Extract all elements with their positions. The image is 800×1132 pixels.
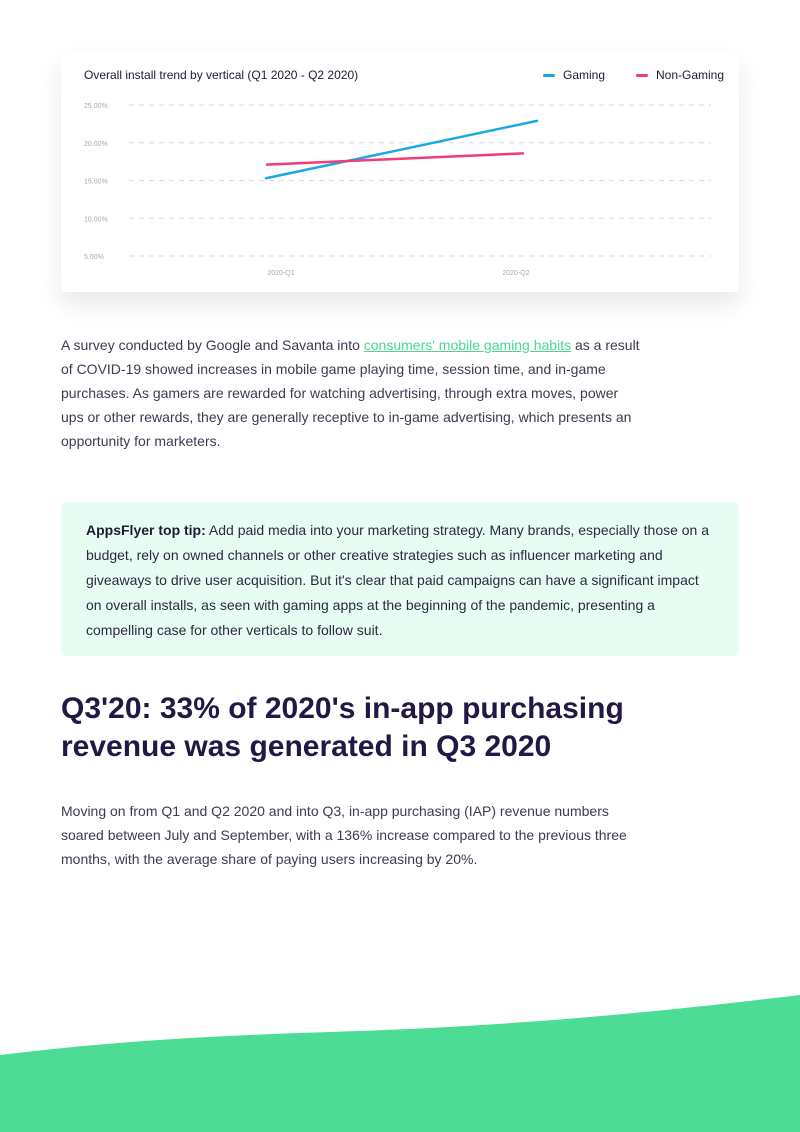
legend-gaming: Gaming [543,68,605,82]
y-tick-label: 5.00% [84,254,104,261]
line-chart: 25.00% 20.00% 15.00% 10.00% 5.00% 2020-Q1 2020… [84,103,711,277]
legend-gaming-label: Gaming [563,68,606,82]
survey-text-after: as a result of COVID-19 showed increases… [61,337,640,449]
y-tick-label: 10.00% [84,216,108,223]
section-heading: Q3'20: 33% of 2020's in-app purchasing r… [61,692,624,763]
y-tick-label: 20.00% [84,141,108,148]
x-tick-label: 2020-Q2 [502,270,529,277]
legend-non-gaming-label: Non-Gaming [656,68,725,82]
survey-text-before: A survey conducted by Google and Savanta… [61,337,364,353]
legend-non-gaming: Non-Gaming [636,68,724,82]
series-line-non-gaming [265,152,525,166]
top-tip-body: Add paid media into your marketing strat… [86,522,710,638]
top-tip-label: AppsFlyer top tip: [86,522,206,538]
consumers-gaming-habits-link[interactable]: consumers' mobile gaming habits [363,337,572,353]
y-tick-label: 15.00% [84,179,108,186]
legend-non-gaming-swatch [636,73,648,77]
x-tick-label: 2020-Q1 [267,270,294,277]
survey-paragraph: A survey conducted by Google and Savanta… [61,333,641,453]
y-tick-label: 25.00% [84,103,108,110]
legend-gaming-swatch [543,73,555,77]
install-trend-chart-card: Overall install trend by vertical (Q1 20… [61,52,739,292]
top-tip-text: AppsFlyer top tip: Add paid media into y… [86,518,716,643]
chart-title: Overall install trend by vertical (Q1 20… [84,68,359,82]
footer-wave [0,995,800,1132]
series-line-gaming [264,119,539,180]
footer-wave-shape [0,995,800,1132]
top-tip-box: AppsFlyer top tip: Add paid media into y… [61,502,739,656]
iap-paragraph: Moving on from Q1 and Q2 2020 and into Q… [61,803,627,867]
